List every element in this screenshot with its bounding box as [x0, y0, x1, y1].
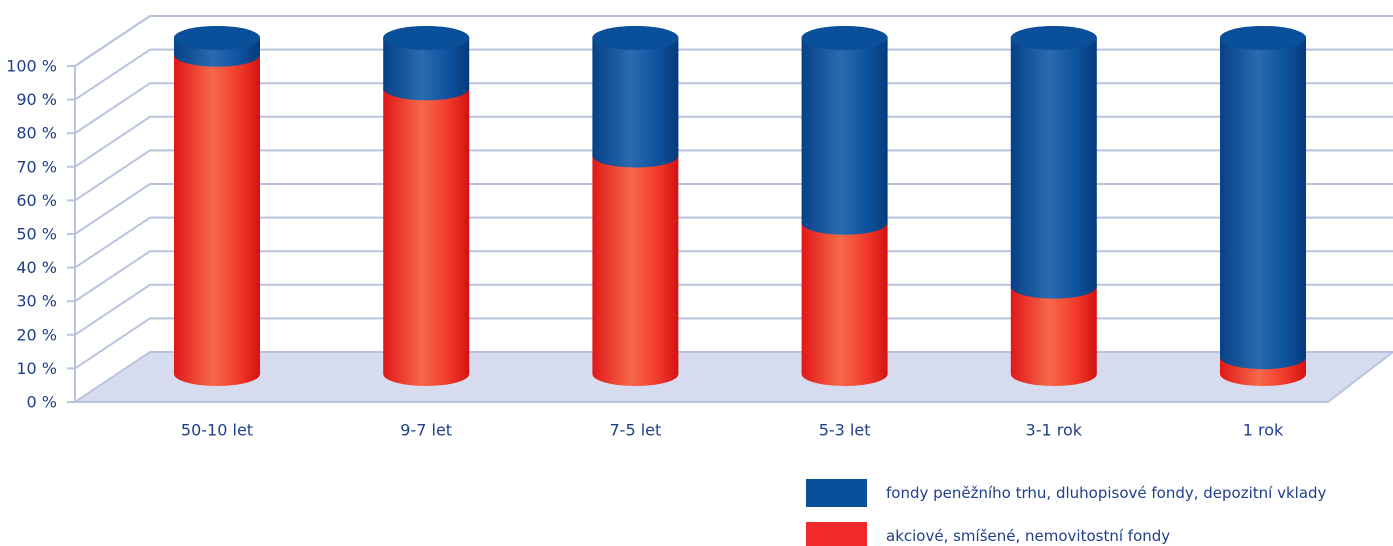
chart-legend: fondy peněžního trhu, dluhopisové fondy,…: [806, 479, 1327, 546]
bar-segment-0-3: [801, 210, 888, 386]
bar-segment-1-3: [801, 26, 888, 235]
cylinder-1: [383, 26, 470, 387]
cylinder-2: [592, 26, 679, 386]
gridline-80: [74, 82, 1393, 135]
cylinder-top-cap-0: [174, 26, 260, 50]
gridline-20: [74, 283, 1393, 336]
x-category-label-2: 7-5 let: [610, 421, 662, 440]
y-tick-label-100: 100 %: [6, 57, 57, 76]
y-tick-label-70: 70 %: [16, 157, 57, 176]
gridline-90: [74, 48, 1393, 101]
gridline-40: [74, 216, 1393, 269]
bar-segment-1-4: [1010, 25, 1097, 299]
cylinder-0: [174, 26, 260, 387]
y-axis-tick-labels: 0 % 10 % 20 % 30 % 40 % 50 % 60 % 70 % 80 % 90 % 1…: [6, 57, 57, 412]
y-tick-label-20: 20 %: [16, 325, 57, 344]
gridline-70: [74, 115, 1393, 168]
y-axis-line: [74, 15, 151, 402]
bar-segment-0-1: [383, 76, 470, 387]
cylinder-top-cap-1: [383, 26, 470, 50]
chart-floor: [71, 351, 1393, 403]
y-tick-label-0: 0 %: [27, 393, 57, 412]
floor-plane: [71, 351, 1393, 403]
gridline-100: [74, 15, 1393, 67]
x-axis-category-labels: 50-10 let 9-7 let 7-5 let 5-3 let 3-1 rok 1 r…: [181, 421, 1284, 440]
legend-swatch-1: [806, 479, 867, 507]
cylinder-5: [1220, 26, 1306, 386]
cylinder-4: [1010, 25, 1097, 387]
gridline-60: [74, 149, 1393, 202]
y-tick-label-80: 80 %: [16, 124, 57, 143]
x-category-label-5: 1 rok: [1243, 421, 1284, 440]
y-tick-label-90: 90 %: [16, 90, 57, 109]
cylinder-top-cap-5: [1220, 26, 1306, 50]
cylinder-top-cap-4: [1010, 26, 1097, 50]
cylinder-3: [801, 26, 888, 386]
y-tick-label-10: 10 %: [16, 359, 57, 378]
legend-item-1: fondy peněžního trhu, dluhopisové fondy,…: [806, 479, 1327, 507]
x-category-label-1: 9-7 let: [400, 421, 452, 440]
bar-segment-0-4: [1010, 274, 1097, 387]
y-tick-label-40: 40 %: [16, 258, 57, 277]
x-category-label-4: 3-1 rok: [1026, 421, 1083, 440]
legend-label-0: akciové, smíšené, nemovitostní fondy: [886, 527, 1170, 545]
chart-bars: [174, 25, 1306, 387]
gridline-30: [74, 250, 1393, 303]
bar-segment-1-5: [1220, 26, 1306, 370]
y-tick-label-50: 50 %: [16, 225, 57, 244]
cylinder-top-cap-3: [801, 26, 888, 50]
bar-segment-1-2: [592, 26, 679, 168]
y-tick-label-30: 30 %: [16, 292, 57, 311]
gridline-50: [74, 183, 1393, 235]
chart-grid: [67, 15, 1393, 403]
cylinder-top-cap-2: [592, 26, 679, 50]
legend-item-0: akciové, smíšené, nemovitostní fondy: [806, 522, 1170, 546]
legend-label-1: fondy peněžního trhu, dluhopisové fondy,…: [886, 484, 1327, 502]
x-category-label-3: 5-3 let: [819, 421, 871, 440]
bar-segment-0-0: [174, 42, 260, 387]
legend-swatch-0: [806, 522, 867, 546]
gridline-10: [74, 317, 1393, 370]
bar-segment-0-2: [592, 143, 679, 386]
y-tick-label-60: 60 %: [16, 191, 57, 210]
x-category-label-0: 50-10 let: [181, 421, 253, 440]
